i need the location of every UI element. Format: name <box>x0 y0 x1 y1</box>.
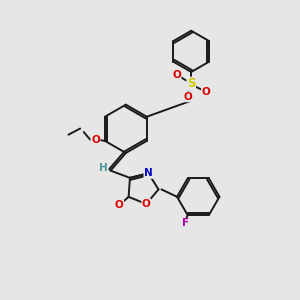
Text: H: H <box>99 163 108 173</box>
Text: F: F <box>182 218 189 228</box>
Text: O: O <box>142 199 151 209</box>
Text: O: O <box>183 92 192 102</box>
Text: S: S <box>187 77 196 90</box>
Text: N: N <box>144 168 153 178</box>
Text: O: O <box>172 70 181 80</box>
Text: O: O <box>202 87 210 97</box>
Text: O: O <box>91 135 100 145</box>
Text: O: O <box>115 200 124 210</box>
